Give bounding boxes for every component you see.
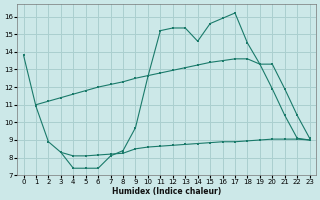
X-axis label: Humidex (Indice chaleur): Humidex (Indice chaleur)	[112, 187, 221, 196]
